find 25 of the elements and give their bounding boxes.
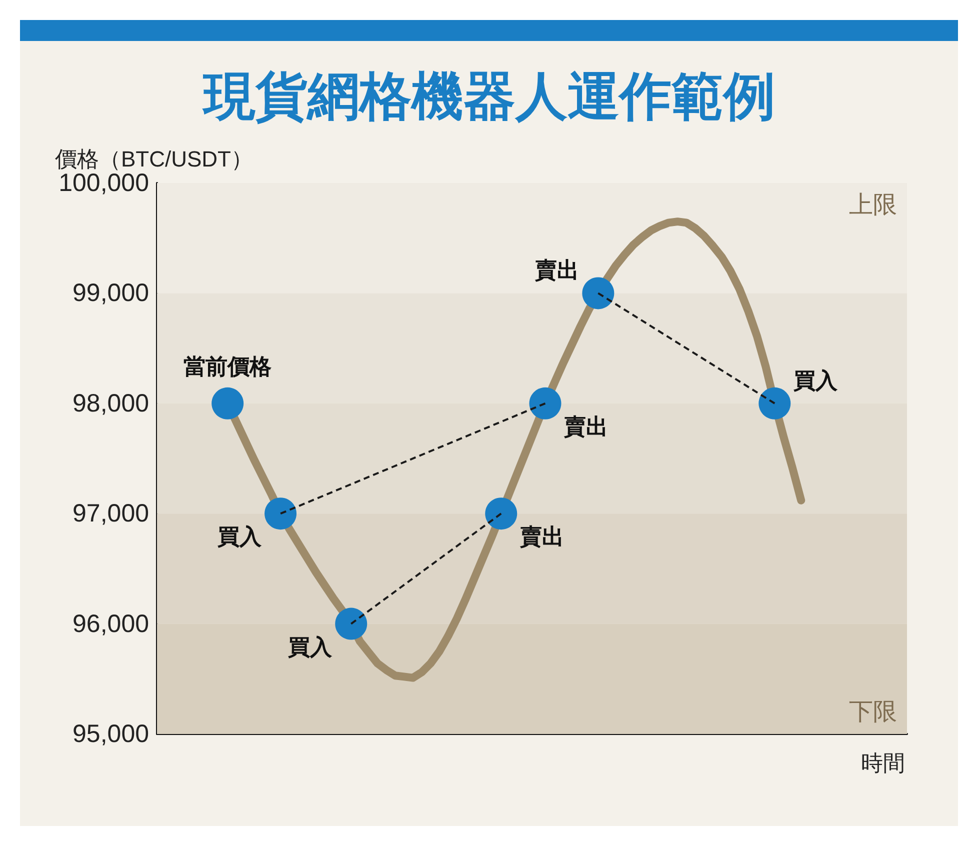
data-label: 買入 <box>792 368 839 393</box>
data-label: 賣出 <box>519 524 564 550</box>
point <box>264 498 297 530</box>
y-axis-title: 價格（BTC/USDT） <box>55 146 253 172</box>
data-label: 買入 <box>287 634 334 660</box>
y-tick-label: 96,000 <box>72 610 149 638</box>
data-label: 賣出 <box>534 258 580 283</box>
data-label: 賣出 <box>563 414 608 439</box>
y-tick-label: 97,000 <box>72 500 149 528</box>
point <box>529 387 562 420</box>
x-axis-title: 時間 <box>861 750 905 776</box>
y-tick-label: 99,000 <box>72 279 149 308</box>
point <box>582 277 614 310</box>
y-tick-label: 98,000 <box>72 389 149 418</box>
chart-title: 現貨網格機器人運作範例 <box>202 68 776 126</box>
y-tick-label: 95,000 <box>72 720 149 748</box>
point <box>335 608 368 640</box>
point <box>485 498 518 530</box>
band-label: 上限 <box>849 192 897 218</box>
data-label: 買入 <box>216 524 263 550</box>
point <box>212 387 244 420</box>
y-tick-label: 100,000 <box>58 169 149 197</box>
band-label: 下限 <box>849 698 897 726</box>
data-label: 當前價格 <box>184 354 273 379</box>
point <box>758 387 791 420</box>
